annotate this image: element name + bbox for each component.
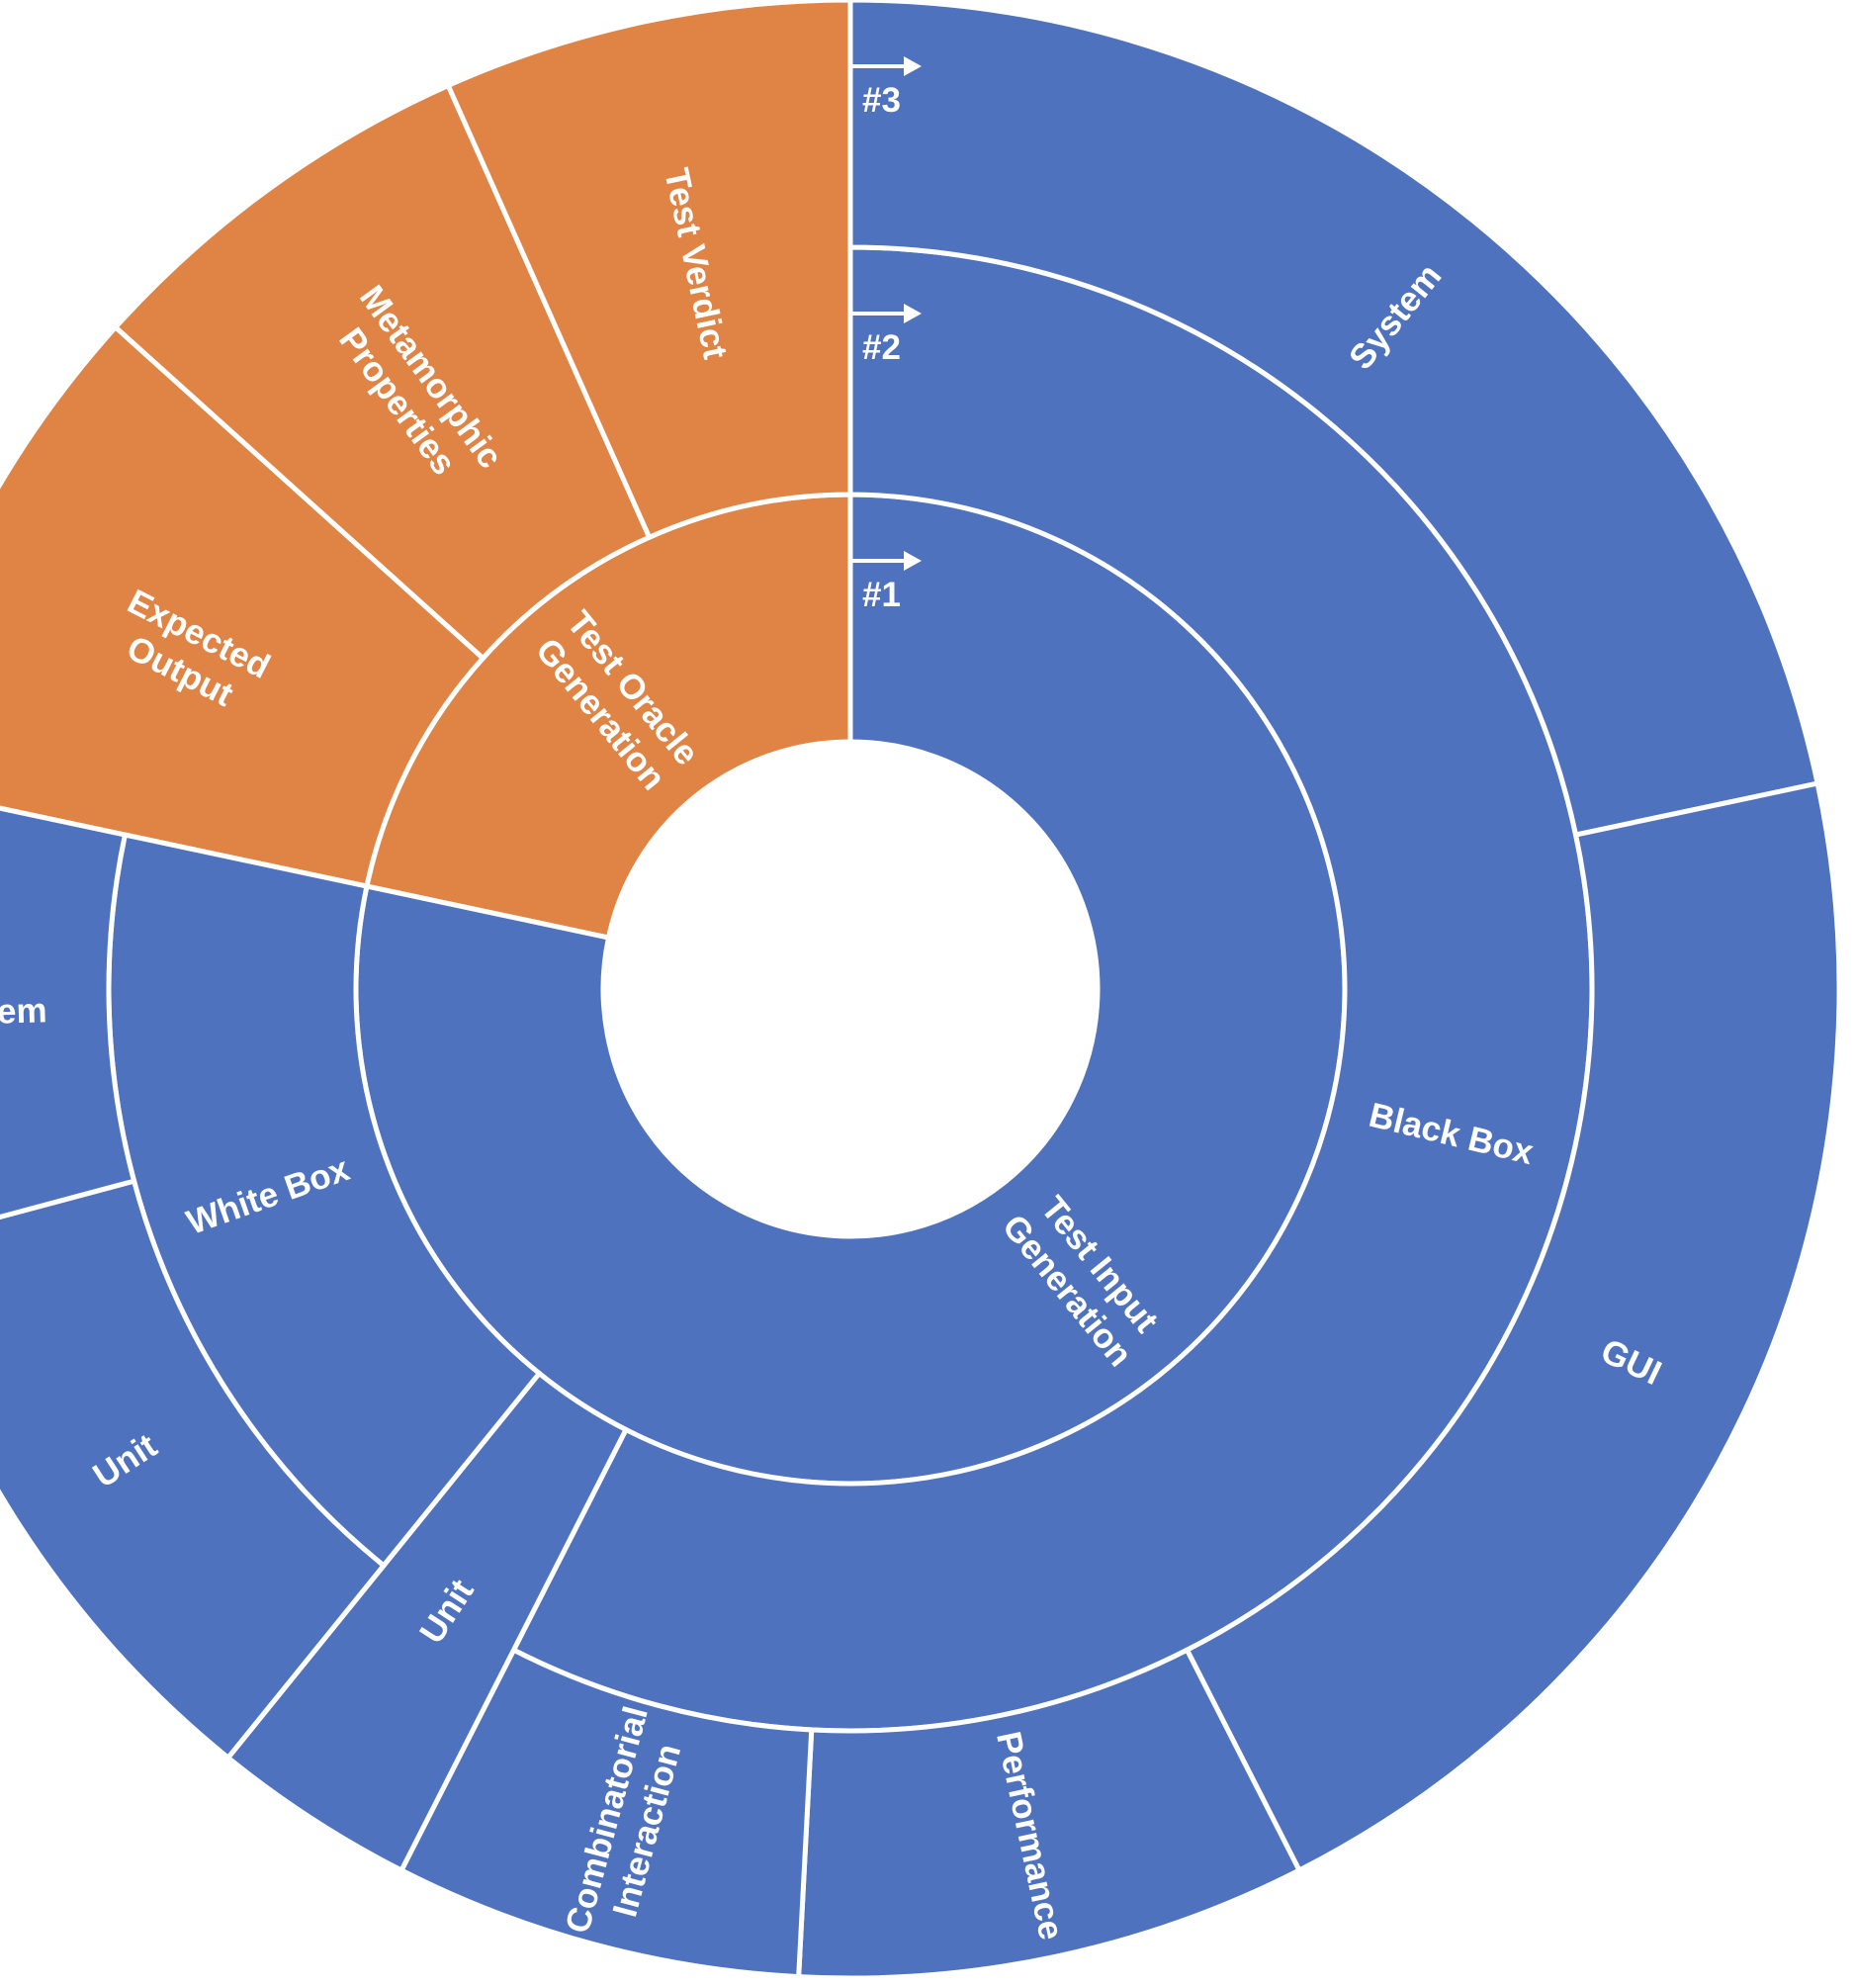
level-marker-1: #1: [862, 576, 901, 614]
level-marker-arrow-head: [904, 304, 922, 323]
segment-test-oracle-generation-expected-output: [0, 323, 486, 890]
segment-test-input-generation-black-box-gui: [1184, 780, 1842, 1874]
segment-test-input-generation-white-box-unit: [0, 1178, 388, 1762]
level-marker-arrow-head: [904, 56, 922, 76]
level-marker-2: #2: [862, 328, 901, 367]
segment-test-input-generation-white-box-system: [0, 805, 137, 1220]
segment-test-input-generation-black-box-system: [847, 0, 1821, 839]
level-marker-arrow-head: [904, 551, 922, 571]
level-marker-3: #3: [862, 81, 901, 120]
label-test-input-generation-white-box-system: System: [0, 991, 47, 1033]
level-markers-layer: #1 #2 #3: [852, 56, 922, 614]
